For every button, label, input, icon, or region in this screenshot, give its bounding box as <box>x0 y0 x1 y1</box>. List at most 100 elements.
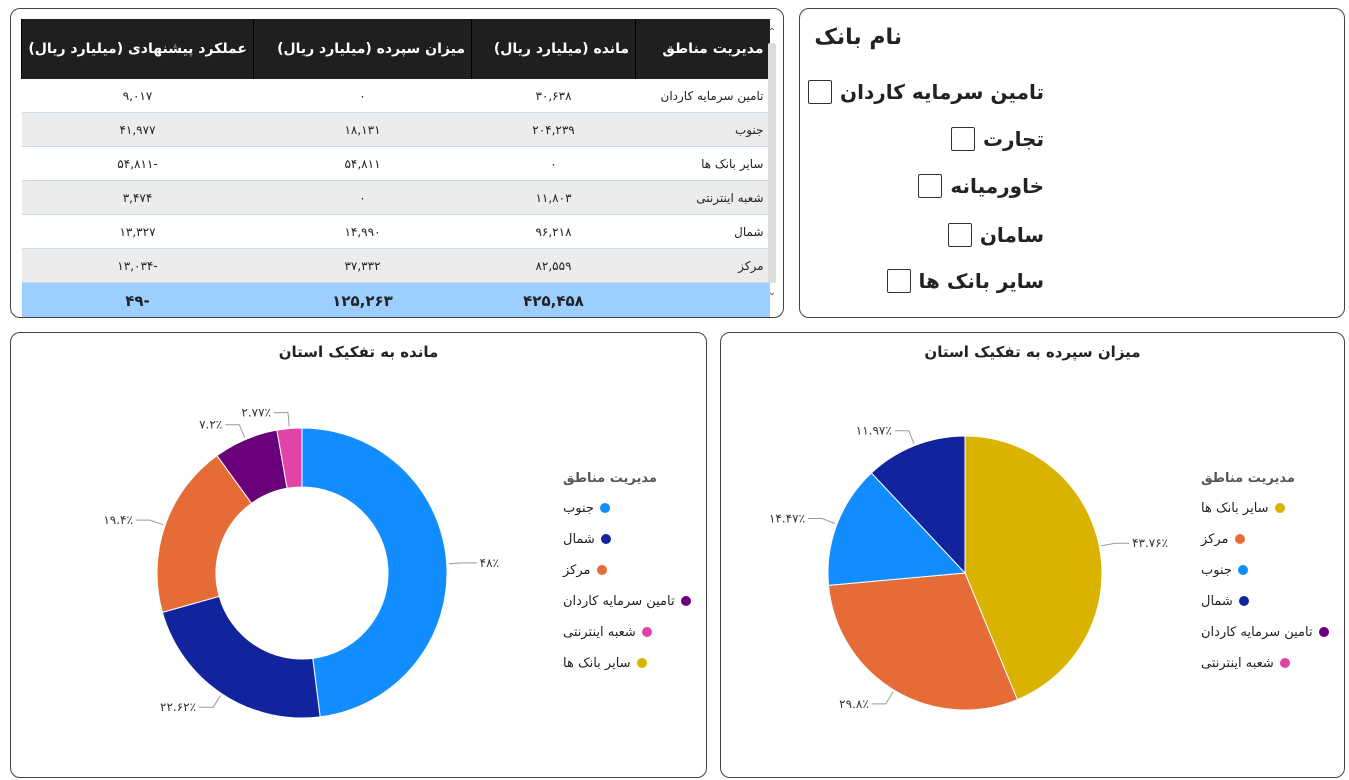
legend-item[interactable]: مرکز <box>1201 530 1245 548</box>
cell-region: شمال <box>635 214 770 249</box>
legend-item[interactable]: شمال <box>1201 592 1249 610</box>
legend-item[interactable]: مرکز <box>563 561 607 579</box>
checkbox[interactable] <box>950 127 975 151</box>
legend-dot-icon <box>636 658 647 668</box>
leader-line <box>199 695 222 708</box>
legend-title: مدیریت مناطق <box>1201 471 1295 486</box>
region-table: عملکرد پیشنهادی (میلیارد ریال) میزان سپر… <box>21 19 770 317</box>
table-row[interactable]: ۳,۴۷۴ ۰ ۱۱,۸۰۳ شعبه اینترنتی <box>21 180 770 215</box>
pie-slice[interactable] <box>828 572 1019 711</box>
pie-slice[interactable] <box>301 427 448 718</box>
pie-slice[interactable] <box>827 472 967 586</box>
scroll-down-icon[interactable]: ⌄ <box>767 287 777 298</box>
legend-label: جنوب <box>1201 562 1232 578</box>
cell-performance: ۳,۴۷۴ <box>21 180 254 215</box>
legend-item[interactable]: تامین سرمایه کاردان <box>563 592 691 610</box>
data-label: ۱۴.۴۷٪ <box>769 512 805 526</box>
table-row[interactable]: -۵۴,۸۱۱ ۵۴,۸۱۱ ۰ سایر بانک ها <box>21 146 770 181</box>
table-scrollbar[interactable]: ⌃ ⌄ <box>767 27 777 299</box>
cell-performance: -۱۳,۰۳۴ <box>21 248 254 283</box>
header-region[interactable]: مدیریت مناطق <box>635 19 770 79</box>
scroll-thumb[interactable] <box>768 43 776 283</box>
pie-slice[interactable] <box>161 595 321 719</box>
header-deposit[interactable]: میزان سپرده (میلیارد ریال) <box>253 19 472 79</box>
legend-label: شعبه اینترنتی <box>1201 655 1274 671</box>
data-label: ۲.۷۷٪ <box>241 406 271 420</box>
checkbox[interactable] <box>947 223 972 247</box>
slicer-item[interactable]: تجارت <box>950 124 1044 154</box>
bank-slicer-panel: نام بانک تامین سرمایه کاردان تجارت خاورم… <box>799 8 1345 318</box>
legend-dot-icon <box>1238 596 1249 606</box>
header-balance[interactable]: مانده (میلیارد ریال) <box>471 19 636 79</box>
legend-item[interactable]: جنوب <box>1201 561 1248 579</box>
cell-deposit: ۱۸,۱۳۱ <box>253 112 472 147</box>
table-row[interactable]: -۱۳,۰۳۴ ۳۷,۳۳۲ ۸۲,۵۵۹ مرکز <box>21 248 770 283</box>
checkbox[interactable] <box>886 269 911 293</box>
legend-item[interactable]: سایر بانک ها <box>563 654 647 672</box>
total-deposit: ۱۲۵,۲۶۳ <box>253 282 472 317</box>
chart-title: مانده به تفکیک استان <box>278 343 439 361</box>
cell-balance: ۸۲,۵۵۹ <box>471 248 636 283</box>
table-row[interactable]: ۱۳,۳۲۷ ۱۴,۹۹۰ ۹۶,۲۱۸ شمال <box>21 214 770 249</box>
legend-title: مدیریت مناطق <box>563 471 657 486</box>
data-label: ۴۳.۷۶٪ <box>1132 536 1168 550</box>
cell-deposit: ۱۴,۹۹۰ <box>253 214 472 249</box>
legend-label: سایر بانک ها <box>1201 500 1269 516</box>
legend-item[interactable]: جنوب <box>563 499 610 517</box>
scroll-up-icon[interactable]: ⌃ <box>767 27 777 38</box>
cell-performance: ۱۳,۳۲۷ <box>21 214 254 249</box>
table-row[interactable]: ۹,۰۱۷ ۰ ۳۰,۶۳۸ تامین سرمایه کاردان <box>21 79 770 113</box>
cell-region: جنوب <box>635 112 770 147</box>
pie-slice[interactable] <box>276 427 303 489</box>
legend-item[interactable]: شمال <box>563 530 611 548</box>
legend-item[interactable]: شعبه اینترنتی <box>563 623 652 641</box>
leader-line <box>1101 542 1130 547</box>
data-label: ۱۹.۴٪ <box>103 513 133 527</box>
deposit-pie-panel: میزان سپرده به تفکیک استان ۴۳.۷۶٪ ۲۹.۸٪ ۱۴… <box>720 332 1345 778</box>
cell-balance: ۲۰۴,۲۳۹ <box>471 112 636 147</box>
data-label: ۱۱.۹۷٪ <box>856 424 892 438</box>
cell-region: سایر بانک ها <box>635 146 770 181</box>
legend-dot-icon <box>600 534 611 544</box>
slicer-item-label: تجارت <box>982 127 1044 151</box>
table-total-row: -۴۹ ۱۲۵,۲۶۳ ۴۲۵,۴۵۸ <box>21 282 770 317</box>
cell-performance: ۹,۰۱۷ <box>21 79 254 113</box>
legend-item[interactable]: تامین سرمایه کاردان <box>1201 623 1329 641</box>
leader-line <box>871 691 894 705</box>
slicer-item[interactable]: خاورمیانه <box>918 171 1044 201</box>
cell-deposit: ۳۷,۳۳۲ <box>253 248 472 283</box>
legend-label: مرکز <box>1201 531 1229 547</box>
checkbox[interactable] <box>808 80 833 104</box>
total-balance: ۴۲۵,۴۵۸ <box>471 282 636 317</box>
table-header-row: عملکرد پیشنهادی (میلیارد ریال) میزان سپر… <box>21 19 770 79</box>
slicer-item-label: تامین سرمایه کاردان <box>840 80 1044 104</box>
leader-line <box>135 519 164 526</box>
checkbox[interactable] <box>918 174 943 198</box>
pie-slice[interactable] <box>870 435 966 575</box>
legend-label: تامین سرمایه کاردان <box>1201 624 1313 640</box>
legend-label: شمال <box>563 531 595 547</box>
header-performance[interactable]: عملکرد پیشنهادی (میلیارد ریال) <box>21 19 254 79</box>
legend-item[interactable]: سایر بانک ها <box>1201 499 1285 517</box>
chart-title: میزان سپرده به تفکیک استان <box>924 343 1141 361</box>
balance-donut-panel: مانده به تفکیک استان ۴۸٪ ۲۲.۶۲٪ ۱۹.۴٪ ۷.۲٪ ۲… <box>10 332 707 778</box>
leader-line <box>448 562 477 565</box>
legend-dot-icon <box>596 565 607 575</box>
legend-dot-icon <box>599 503 610 513</box>
cell-deposit: ۰ <box>253 79 472 113</box>
table-row[interactable]: ۴۱,۹۷۷ ۱۸,۱۳۱ ۲۰۴,۲۳۹ جنوب <box>21 112 770 147</box>
legend-label: جنوب <box>563 500 594 516</box>
cell-balance: ۰ <box>471 146 636 181</box>
legend-label: سایر بانک ها <box>563 655 631 671</box>
pie-slice[interactable] <box>964 435 1103 701</box>
cell-balance: ۱۱,۸۰۳ <box>471 180 636 215</box>
slicer-item[interactable]: تامین سرمایه کاردان <box>808 77 1044 107</box>
leader-line <box>225 424 246 438</box>
leader-line <box>274 412 290 427</box>
legend-dot-icon <box>1234 534 1245 544</box>
leader-line <box>808 518 836 524</box>
slicer-item[interactable]: سایر بانک ها <box>886 266 1044 296</box>
legend-item[interactable]: شعبه اینترنتی <box>1201 654 1290 672</box>
slicer-item-label: خاورمیانه <box>950 174 1044 198</box>
slicer-item[interactable]: سامان <box>947 220 1044 250</box>
